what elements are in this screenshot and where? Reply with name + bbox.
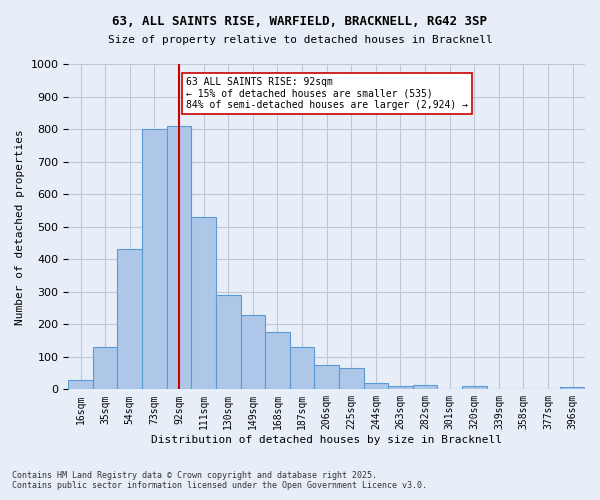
Bar [413,386,437,390]
Text: 63 ALL SAINTS RISE: 92sqm
← 15% of detached houses are smaller (535)
84% of semi: 63 ALL SAINTS RISE: 92sqm ← 15% of detac… [187,77,469,110]
Bar [216,295,241,390]
Bar [142,129,167,390]
Bar [191,217,216,390]
Bar [364,383,388,390]
Bar [462,386,487,390]
Y-axis label: Number of detached properties: Number of detached properties [15,129,25,324]
Text: 63, ALL SAINTS RISE, WARFIELD, BRACKNELL, RG42 3SP: 63, ALL SAINTS RISE, WARFIELD, BRACKNELL… [113,15,487,28]
Bar [241,314,265,390]
Bar [290,347,314,390]
Bar [339,368,364,390]
Bar [560,386,585,390]
Bar [93,347,118,390]
Bar [265,332,290,390]
X-axis label: Distribution of detached houses by size in Bracknell: Distribution of detached houses by size … [151,435,502,445]
Bar [68,380,93,390]
Bar [388,386,413,390]
Bar [314,365,339,390]
Bar [118,250,142,390]
Bar [167,126,191,390]
Text: Size of property relative to detached houses in Bracknell: Size of property relative to detached ho… [107,35,493,45]
Text: Contains HM Land Registry data © Crown copyright and database right 2025.
Contai: Contains HM Land Registry data © Crown c… [12,470,427,490]
